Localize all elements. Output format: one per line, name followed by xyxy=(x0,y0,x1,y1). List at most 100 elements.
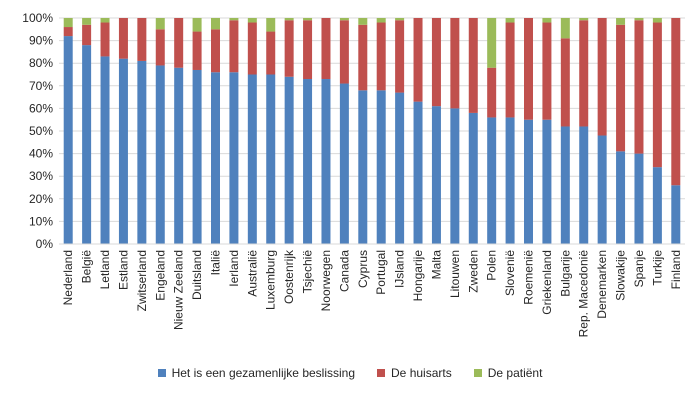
bar-segment xyxy=(358,24,368,91)
bar-segment xyxy=(597,135,607,244)
bar-segment xyxy=(229,20,239,73)
x-tick-label: Noorwegen xyxy=(319,250,333,311)
bar-segment xyxy=(413,101,423,245)
x-tick-label: Zweden xyxy=(466,250,480,293)
bar-segment xyxy=(468,18,478,113)
x-tick-label: Bulgarije xyxy=(558,250,572,297)
bar-segment xyxy=(303,79,313,245)
bar-segment xyxy=(579,126,589,244)
bar-segment xyxy=(671,185,681,244)
legend-swatch-patient xyxy=(473,369,482,377)
bar-segment xyxy=(192,31,202,70)
bar-segment xyxy=(266,74,276,244)
x-tick-label: Australië xyxy=(245,250,259,297)
x-tick-label: Hongarije xyxy=(411,250,425,302)
bar-segment xyxy=(468,112,478,244)
y-tick-label: 40% xyxy=(29,147,53,161)
bar-segment xyxy=(284,76,294,244)
bar-segment xyxy=(505,18,515,23)
bar-segment xyxy=(266,31,276,75)
legend: Het is een gezamenlijke beslissing De hu… xyxy=(0,366,700,380)
x-tick-label: Spanje xyxy=(632,250,646,288)
bar-segment xyxy=(505,22,515,118)
y-tick-label: 80% xyxy=(29,56,53,70)
x-tick-label: Denemarken xyxy=(595,250,609,319)
bar-segment xyxy=(303,18,313,21)
bar-segment xyxy=(192,69,202,244)
bar-segment xyxy=(339,83,349,244)
y-tick-label: 20% xyxy=(29,192,53,206)
bar-segment xyxy=(82,18,92,25)
y-tick-label: 10% xyxy=(29,214,53,228)
bar-segment xyxy=(174,67,184,244)
x-tick-label: Slowakije xyxy=(614,250,628,301)
x-tick-label: Slovenië xyxy=(503,250,517,296)
bar-segment xyxy=(579,18,589,21)
legend-item-patient: De patiënt xyxy=(473,366,542,380)
bar-segment xyxy=(487,117,497,244)
bar-segment xyxy=(616,18,626,25)
bar-segment xyxy=(211,29,220,73)
bar-segment xyxy=(100,18,110,23)
bar-segment xyxy=(229,18,239,21)
bar-segment xyxy=(247,18,257,23)
bar-segment xyxy=(450,18,460,109)
bar-segment xyxy=(358,18,368,25)
x-tick-label: Tsjechië xyxy=(301,250,315,294)
bar-segment xyxy=(247,22,257,75)
x-tick-label: Duitsland xyxy=(190,250,204,300)
legend-item-huisarts: De huisarts xyxy=(377,366,452,380)
bar-segment xyxy=(82,24,92,46)
bar-segment xyxy=(284,18,294,21)
x-tick-label: België xyxy=(80,250,94,284)
bar-segment xyxy=(487,18,497,68)
bar-segment xyxy=(321,79,331,245)
bar-segment xyxy=(247,74,257,244)
bar-segment xyxy=(616,24,626,152)
bar-segment xyxy=(634,153,644,244)
bar-segment xyxy=(395,92,405,244)
x-tick-label: Italië xyxy=(209,250,223,276)
bar-segment xyxy=(155,29,165,66)
bar-segment xyxy=(137,60,147,244)
bar-segment xyxy=(671,18,681,186)
x-tick-label: Estland xyxy=(116,250,130,290)
bar-segment xyxy=(174,18,184,68)
x-tick-label: Polen xyxy=(485,250,499,281)
bar-segment xyxy=(192,18,202,32)
x-tick-label: Letland xyxy=(98,250,112,289)
y-tick-label: 50% xyxy=(29,124,53,138)
x-tick-label: Oostenrijk xyxy=(282,249,296,304)
bar-segment xyxy=(211,18,220,30)
bar-segment xyxy=(155,65,165,245)
x-tick-label: Ierland xyxy=(227,250,241,287)
legend-label-huisarts: De huisarts xyxy=(391,366,452,380)
bar-segment xyxy=(652,22,662,168)
bar-segment xyxy=(542,119,552,244)
bar-segment xyxy=(524,119,533,244)
x-tick-label: Engeland xyxy=(153,250,167,301)
legend-item-gezamenlijk: Het is een gezamenlijke beslissing xyxy=(157,366,356,380)
x-tick-label: Luxemburg xyxy=(264,250,278,310)
bar-segment xyxy=(505,117,515,244)
bar-segment xyxy=(266,18,276,32)
bar-segment xyxy=(211,72,220,245)
legend-label-gezamenlijk: Het is een gezamenlijke beslissing xyxy=(171,366,356,380)
bar-segment xyxy=(395,20,405,93)
bar-segment xyxy=(431,18,441,107)
bar-segment xyxy=(339,20,349,84)
bar-segment xyxy=(487,67,497,118)
bar-segment xyxy=(155,18,165,30)
x-tick-label: Malta xyxy=(429,250,443,280)
x-tick-label: Rep. Macedonië xyxy=(577,250,591,338)
bar-segment xyxy=(137,18,147,61)
bar-segment xyxy=(376,90,386,244)
x-tick-label: Nederland xyxy=(61,250,75,305)
x-tick-label: Finland xyxy=(669,250,683,289)
bar-segment xyxy=(100,56,110,244)
bar-segment xyxy=(560,126,570,244)
legend-swatch-gezamenlijk xyxy=(157,369,166,377)
bar-segment xyxy=(652,167,662,244)
bar-segment xyxy=(321,18,331,80)
